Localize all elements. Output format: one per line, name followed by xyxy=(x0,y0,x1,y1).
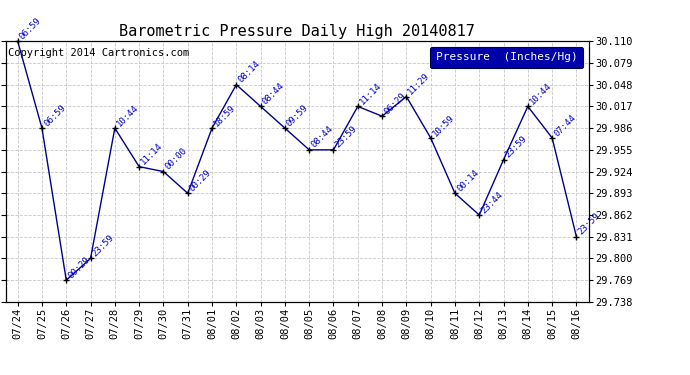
Text: 08:44: 08:44 xyxy=(261,81,286,106)
Title: Barometric Pressure Daily High 20140817: Barometric Pressure Daily High 20140817 xyxy=(119,24,475,39)
Text: 08:14: 08:14 xyxy=(236,59,262,85)
Text: 11:14: 11:14 xyxy=(139,141,164,166)
Text: 00:00: 00:00 xyxy=(164,146,189,172)
Text: 18:59: 18:59 xyxy=(212,103,237,128)
Text: 23:44: 23:44 xyxy=(480,190,504,215)
Text: 06:29: 06:29 xyxy=(382,91,407,116)
Text: 06:59: 06:59 xyxy=(42,103,68,128)
Text: 11:14: 11:14 xyxy=(358,81,383,106)
Text: 09:59: 09:59 xyxy=(285,103,310,128)
Text: Copyright 2014 Cartronics.com: Copyright 2014 Cartronics.com xyxy=(8,48,190,58)
Text: 10:44: 10:44 xyxy=(115,103,140,128)
Text: 00:29: 00:29 xyxy=(188,168,213,193)
Text: 06:59: 06:59 xyxy=(18,16,43,41)
Text: 10:44: 10:44 xyxy=(528,81,553,106)
Text: 08:44: 08:44 xyxy=(309,124,335,150)
Legend: Pressure  (Inches/Hg): Pressure (Inches/Hg) xyxy=(430,47,583,68)
Text: 23:59: 23:59 xyxy=(333,124,359,150)
Text: 10:59: 10:59 xyxy=(431,112,456,138)
Text: 23:59: 23:59 xyxy=(576,211,602,237)
Text: 00:29: 00:29 xyxy=(66,255,92,280)
Text: 07:44: 07:44 xyxy=(552,112,578,138)
Text: 00:14: 00:14 xyxy=(455,168,480,193)
Text: 23:59: 23:59 xyxy=(504,134,529,160)
Text: 23:59: 23:59 xyxy=(90,233,116,258)
Text: 11:29: 11:29 xyxy=(406,71,432,97)
